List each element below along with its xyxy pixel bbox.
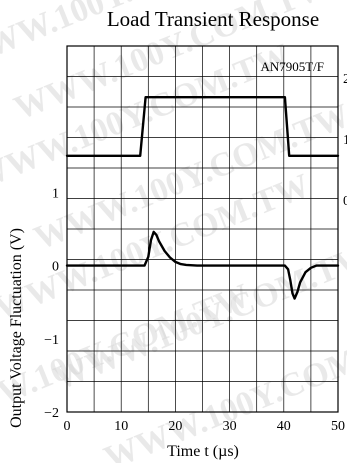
series-line-load-current-step xyxy=(65,96,340,157)
x-tick-label: 0 xyxy=(64,419,71,434)
y-tick-label: 1 xyxy=(52,186,59,201)
model-annotation: AN7905T/F xyxy=(260,59,324,74)
right-axis-tick-label: 2 xyxy=(343,72,347,87)
x-tick-label: 40 xyxy=(277,419,291,434)
y-tick-label: 0 xyxy=(52,260,59,275)
x-tick-label: 50 xyxy=(331,419,345,434)
y-tick-labels: −2 −1 0 1 xyxy=(44,186,59,421)
right-axis-tick-label: 1 xyxy=(343,133,347,148)
x-axis-label: Time t (µs) xyxy=(167,443,239,460)
right-axis-tick-label: 0 xyxy=(343,194,347,209)
y-tick-label: −2 xyxy=(44,406,59,421)
right-axis-tick-labels: 2 1 0 xyxy=(343,72,347,209)
x-tick-label: 30 xyxy=(223,419,237,434)
plot-frame xyxy=(66,45,339,413)
chart-title: Load Transient Response xyxy=(107,7,319,31)
x-tick-label: 20 xyxy=(168,419,182,434)
x-tick-label: 10 xyxy=(114,419,128,434)
y-tick-label: −1 xyxy=(44,333,59,348)
series-line-output-voltage-fluctuation xyxy=(65,230,340,300)
plot-series xyxy=(65,96,340,300)
y-axis-label: Output Voltage Fluctuation (V) xyxy=(8,228,25,428)
x-tick-labels: 0 10 20 30 40 50 xyxy=(64,419,346,434)
